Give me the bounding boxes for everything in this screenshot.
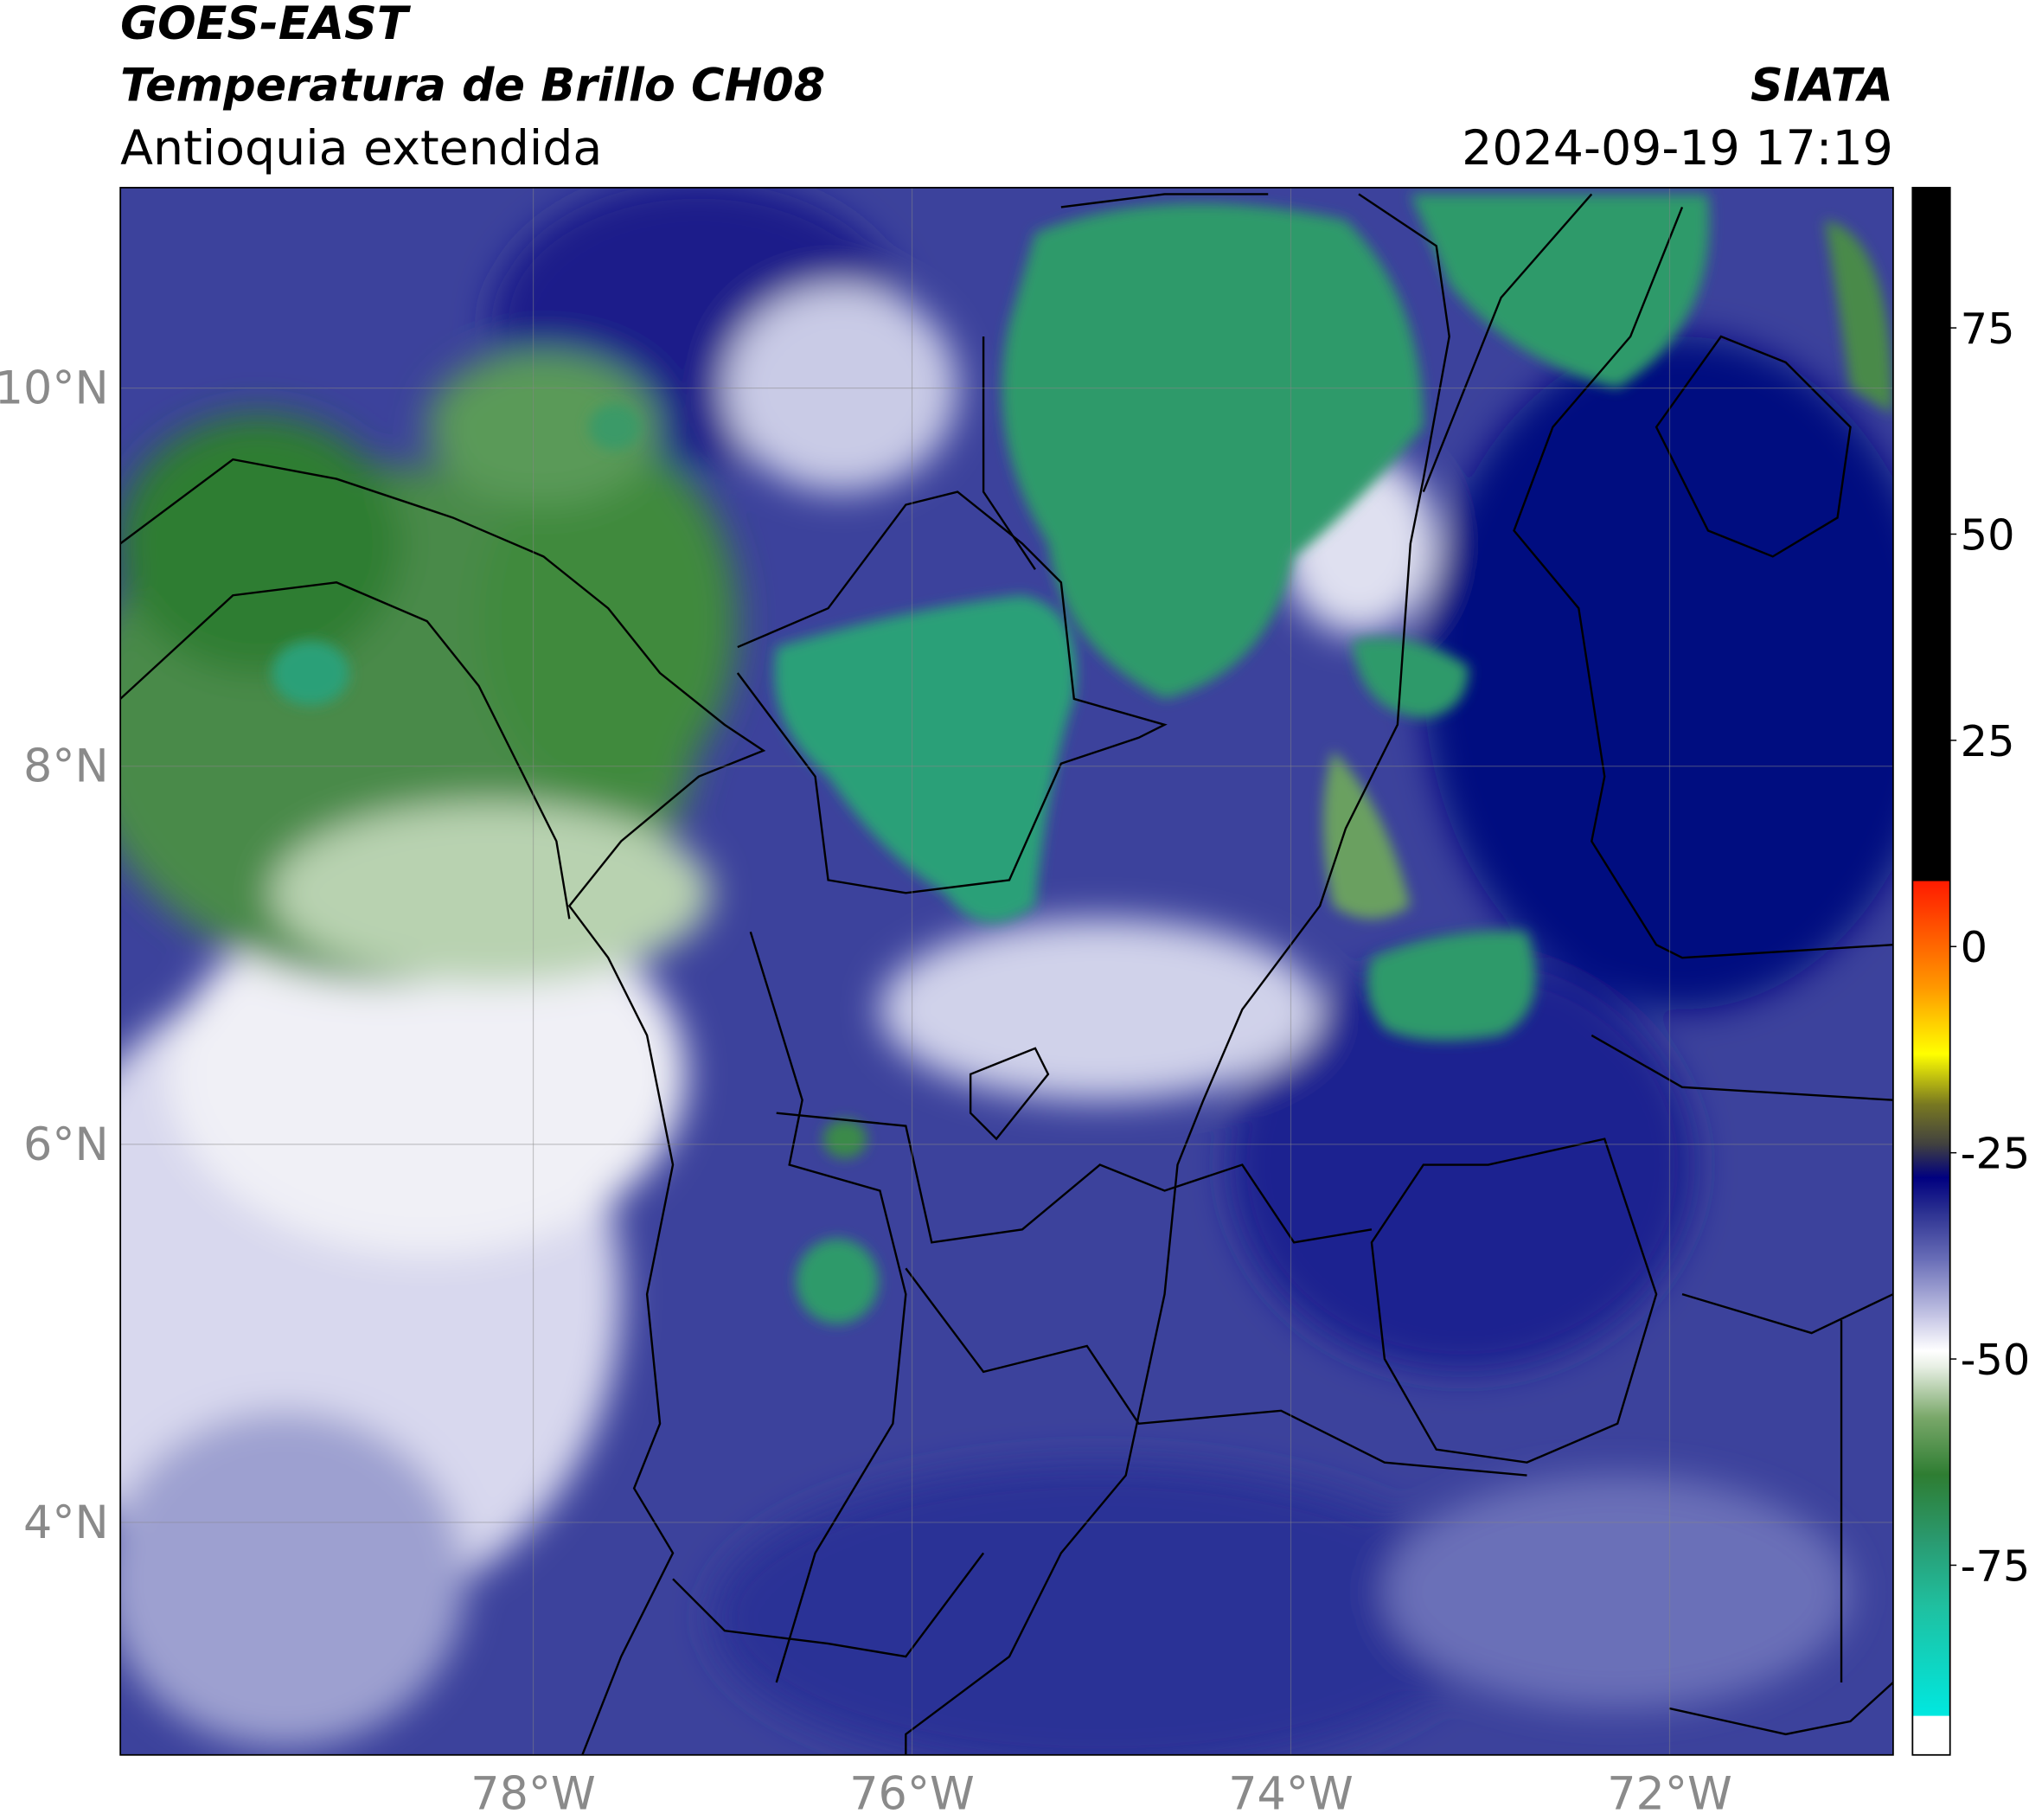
colorbar-segment [1912,1416,1950,1476]
x-tick-label: 72°W [1607,1768,1732,1817]
y-tick-label: 6°N [23,1118,109,1171]
colorbar-tick-label: -25 [1961,1129,2029,1179]
grid [120,187,1893,1755]
borders [120,193,1893,1755]
colorbar-segment [1912,1606,1950,1716]
x-tick-label: 78°W [470,1768,596,1817]
colorbar-tick-label: -50 [1961,1335,2029,1385]
x-tick-label: 74°W [1228,1768,1354,1817]
colorbar-segment [1912,1540,1950,1607]
colorbar-segment [1912,987,1950,1054]
colorbar-segment [1912,1144,1950,1178]
colorbar-segment [1912,1103,1950,1145]
colorbar-segment [1912,1210,1950,1261]
datetime: 2024-09-19 17:19 [1462,121,1893,176]
colorbar-tick-label: 75 [1961,304,2015,354]
colorbar-tick-label: 0 [1961,922,1987,972]
y-tick-label: 10°N [0,362,109,415]
subtitle: Temperatura de Brillo CH08 [120,60,825,112]
colorbar-tick-label: 25 [1961,716,2015,766]
source: SIATA [1751,60,1893,112]
y-tick-label: 8°N [23,740,109,793]
colorbar-segment [1912,1177,1950,1212]
region: Antioquia extendida [120,121,602,176]
colorbar-frame [1911,187,1951,1756]
colorbar-tick-label: 50 [1961,509,2015,560]
colorbar-segment [1912,1317,1950,1352]
colorbar-segment [1912,880,1950,989]
colorbar-segment [1912,1259,1950,1318]
colorbar-segment [1912,1474,1950,1541]
colorbar-segment [1912,1350,1950,1368]
colorbar-segment [1912,1054,1950,1105]
y-tick-label: 4°N [23,1496,109,1549]
map-frame [119,187,1894,1756]
title: GOES-EAST [120,0,412,50]
colorbar-segment [1912,1367,1950,1418]
colorbar-segment [1912,1715,1950,1756]
x-tick-label: 76°W [849,1768,975,1817]
colorbar [1912,187,1957,1756]
colorbar-segment [1912,187,1950,881]
colorbar-tick-label: -75 [1961,1541,2029,1591]
satellite-image [120,187,1893,1755]
